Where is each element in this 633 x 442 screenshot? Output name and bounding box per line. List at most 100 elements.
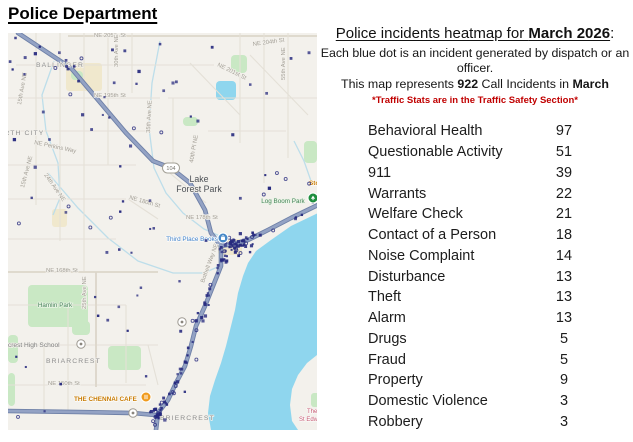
incident-dot <box>157 417 160 420</box>
incident-dot <box>231 133 235 137</box>
incident-dot <box>221 258 225 262</box>
incident-count: 51 <box>555 144 573 161</box>
incident-dot <box>137 69 141 74</box>
incident-count: 9 <box>559 372 569 389</box>
incident-dot <box>23 56 27 60</box>
incident-dot <box>244 245 248 248</box>
incident-dot <box>191 340 194 344</box>
incident-dot <box>203 303 207 307</box>
incident-dot <box>179 329 183 333</box>
incident-dot <box>173 383 178 388</box>
incident-dot <box>233 242 236 246</box>
svg-text:104: 104 <box>166 166 175 172</box>
route-shield-icon <box>128 408 138 418</box>
incident-dot <box>207 304 210 307</box>
incident-row: Welfare Check 21 <box>368 204 584 225</box>
incident-dot <box>203 301 207 305</box>
incident-dot <box>194 319 198 323</box>
incident-dot <box>16 414 20 419</box>
map-icons: 104 <box>76 162 317 418</box>
incident-dot <box>216 272 219 275</box>
incident-row: Fraud 5 <box>368 349 584 370</box>
incident-dot <box>244 241 249 246</box>
incident-dot <box>274 171 279 175</box>
incident-row: Contact of a Person 18 <box>368 225 584 246</box>
incident-label: Noise Complaint <box>368 247 475 264</box>
incident-dot <box>130 251 133 254</box>
incident-dot <box>223 243 227 247</box>
incident-label: Disturbance <box>368 268 446 285</box>
incident-dot <box>258 233 262 237</box>
incident-label: Alarm <box>368 310 406 327</box>
incident-dot <box>216 263 220 267</box>
map-minor-roads <box>8 33 317 411</box>
incident-dot <box>156 411 160 414</box>
incident-dot <box>283 176 288 181</box>
incident-dot <box>222 249 227 254</box>
map-label: THE CHENNAI CAFE <box>74 396 138 403</box>
incident-dot <box>176 373 179 376</box>
incident-dot <box>111 48 114 52</box>
page-title: Police Department <box>8 4 158 23</box>
incident-dot <box>152 410 155 413</box>
incident-dot <box>163 418 167 422</box>
incident-dot <box>101 113 104 117</box>
incident-dot <box>53 66 58 70</box>
incident-dot <box>208 287 212 291</box>
incident-dot <box>108 215 113 220</box>
map-label: Third Place Books <box>166 236 218 243</box>
incident-dot <box>136 294 139 297</box>
incident-dot <box>218 247 222 251</box>
incident-label: Contact of a Person <box>368 227 497 244</box>
incident-dot <box>159 409 162 412</box>
map-label: BRIERCREST <box>160 415 215 422</box>
incident-dot <box>238 232 242 236</box>
incident-dot <box>220 250 223 254</box>
incident-dot <box>65 65 68 68</box>
incident-dot <box>11 68 14 71</box>
incident-label: Questionable Activity <box>368 144 503 161</box>
map-label: 15th Ave NE <box>20 155 34 188</box>
panel-title: Police incidents heatmap for March 2026: <box>335 25 615 42</box>
incident-label: Theft <box>368 289 402 306</box>
incident-dot <box>8 60 12 63</box>
incident-dot <box>233 250 237 254</box>
incident-dot <box>48 138 51 141</box>
map-label: BRIARCREST <box>46 358 101 365</box>
incident-dot <box>183 360 187 364</box>
incident-dot <box>179 372 183 375</box>
incident-dot <box>230 248 233 251</box>
incident-count: 97 <box>555 123 573 140</box>
map-label: Hamlin Park <box>38 302 73 309</box>
incident-dot <box>123 49 127 53</box>
incident-dot <box>117 305 121 309</box>
incident-dot <box>265 91 269 95</box>
incident-label: Drugs <box>368 330 407 347</box>
incident-dot <box>24 365 27 369</box>
incident-row: Robbery 3 <box>368 412 584 433</box>
incident-dot <box>96 314 100 318</box>
incident-dot <box>249 244 254 248</box>
incident-row: Theft 13 <box>368 287 584 308</box>
incident-dot <box>261 192 266 197</box>
incident-dot <box>118 248 121 251</box>
incident-count: 39 <box>555 164 573 181</box>
map-label: NE 168th St <box>46 268 78 274</box>
incident-dot <box>151 419 156 424</box>
incident-dot <box>149 409 153 414</box>
incident-dot <box>289 57 293 60</box>
incident-dot <box>238 196 242 200</box>
incident-dot <box>186 346 190 350</box>
incident-heatmap: NE 205th St NE 204th St NE 201st St 55th Av… <box>8 33 317 430</box>
incident-dot <box>158 403 162 406</box>
route-104-shield-icon: 104 <box>162 162 180 174</box>
incident-dot <box>139 286 143 289</box>
incident-dot <box>15 355 18 358</box>
map-label: Forest Park <box>176 184 222 194</box>
incident-dot <box>223 254 227 257</box>
incident-dot <box>225 255 228 258</box>
map-label: The L <box>307 409 317 415</box>
incident-dot <box>248 83 252 86</box>
incident-dot <box>77 79 80 83</box>
